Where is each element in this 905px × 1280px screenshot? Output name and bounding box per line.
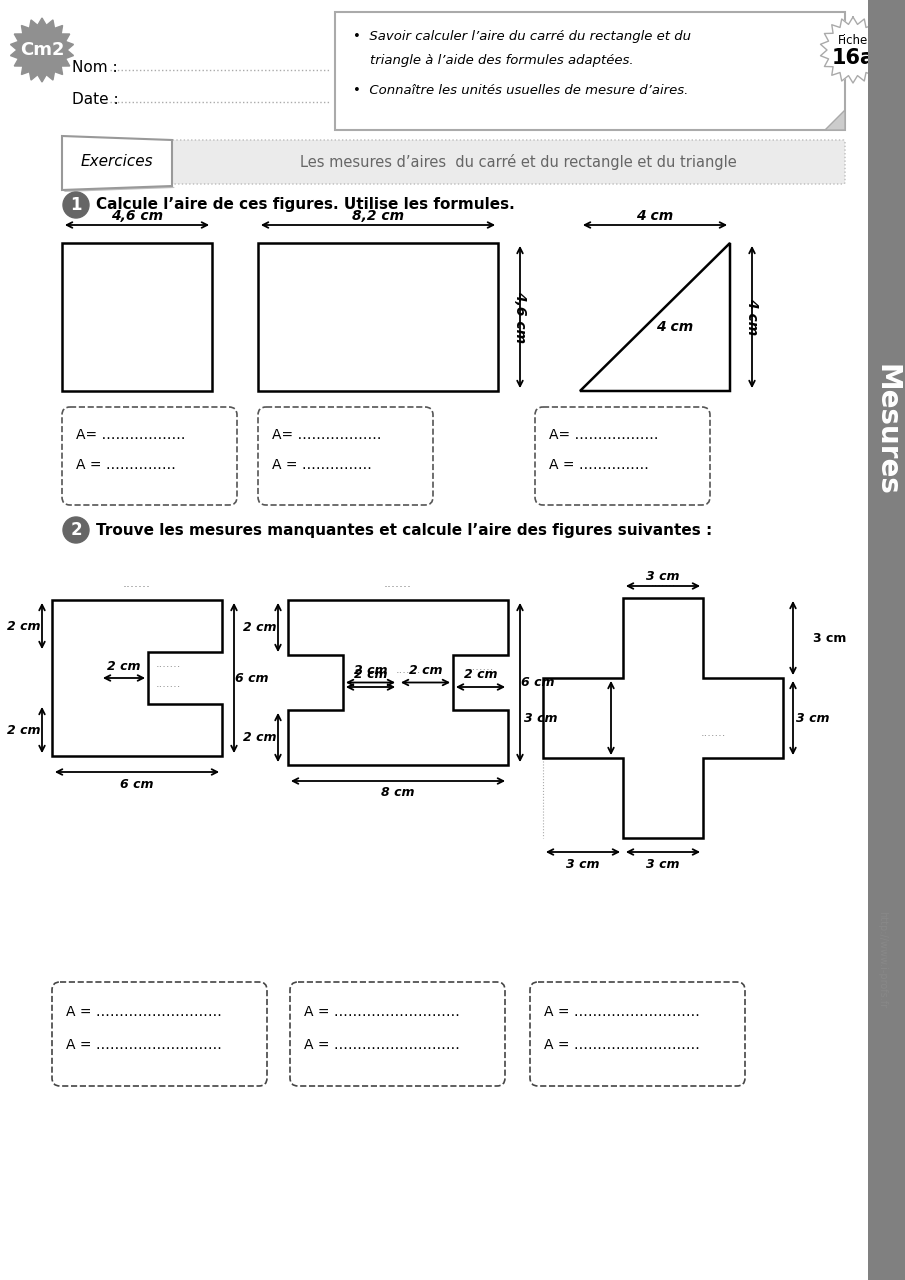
Text: 6 cm: 6 cm: [120, 777, 154, 791]
Text: 3 cm: 3 cm: [796, 712, 830, 724]
Text: 3 cm: 3 cm: [646, 858, 680, 870]
Text: Nom :: Nom :: [72, 60, 118, 76]
Circle shape: [63, 192, 89, 218]
Text: Calcule l’aire de ces figures. Utilise les formules.: Calcule l’aire de ces figures. Utilise l…: [96, 197, 515, 212]
Text: 6 cm: 6 cm: [521, 676, 555, 689]
Text: •  Connaître les unités usuelles de mesure d’aires.: • Connaître les unités usuelles de mesur…: [353, 84, 689, 97]
Text: 4 cm: 4 cm: [745, 298, 759, 335]
Bar: [868, 0, 905, 1280]
Text: A = ……………: A = ……………: [272, 458, 372, 472]
Text: Fiche: Fiche: [838, 33, 868, 46]
Bar: [335, 12, 845, 131]
Text: A = ………………………: A = ………………………: [66, 1038, 222, 1052]
Text: •  Savoir calculer l’aire du carré du rectangle et du: • Savoir calculer l’aire du carré du rec…: [353, 29, 691, 44]
Circle shape: [63, 517, 89, 543]
Text: A= ………………: A= ………………: [549, 428, 659, 442]
Text: A = ………………………: A = ………………………: [304, 1038, 460, 1052]
Text: A = ……………: A = ……………: [76, 458, 176, 472]
FancyBboxPatch shape: [290, 982, 505, 1085]
Polygon shape: [52, 600, 222, 756]
Text: 2 cm: 2 cm: [243, 731, 277, 744]
Text: 8,2 cm: 8,2 cm: [352, 209, 404, 223]
Text: 4,6 cm: 4,6 cm: [111, 209, 163, 223]
FancyBboxPatch shape: [530, 982, 745, 1085]
Text: A = ………………………: A = ………………………: [304, 1005, 460, 1019]
Text: Les mesures d’aires  du carré et du rectangle et du triangle: Les mesures d’aires du carré et du recta…: [300, 154, 737, 170]
Text: 3 cm: 3 cm: [524, 712, 557, 724]
Text: ·······: ·······: [651, 581, 676, 591]
Text: ·······: ·······: [700, 731, 726, 741]
Text: ·······: ·······: [156, 682, 181, 692]
FancyBboxPatch shape: [258, 407, 433, 506]
Text: ·······: ·······: [156, 662, 181, 672]
Text: ·······: ·······: [395, 668, 421, 678]
Text: ·······: ·······: [468, 666, 494, 675]
Text: Trouve les mesures manquantes et calcule l’aire des figures suivantes :: Trouve les mesures manquantes et calcule…: [96, 522, 712, 538]
Polygon shape: [580, 243, 730, 390]
Text: triangle à l’aide des formules adaptées.: triangle à l’aide des formules adaptées.: [353, 54, 634, 67]
Text: 16a: 16a: [832, 47, 874, 68]
Text: A = ………………………: A = ………………………: [66, 1005, 222, 1019]
FancyBboxPatch shape: [62, 407, 237, 506]
Polygon shape: [825, 110, 845, 131]
Text: 2 cm: 2 cm: [7, 620, 41, 632]
Text: A = ………………………: A = ………………………: [544, 1005, 700, 1019]
Text: 2 cm: 2 cm: [7, 723, 41, 736]
Text: ·······: ·······: [384, 581, 412, 594]
Text: ·······: ·······: [123, 581, 151, 594]
Text: Exercices: Exercices: [81, 155, 153, 169]
Text: 2 cm: 2 cm: [243, 621, 277, 634]
Text: 4,6 cm: 4,6 cm: [513, 291, 527, 343]
Text: Cm2: Cm2: [20, 41, 64, 59]
Text: 8 cm: 8 cm: [381, 786, 414, 800]
Text: 2 cm: 2 cm: [409, 664, 443, 677]
Text: 2: 2: [71, 521, 81, 539]
Text: A = ………………………: A = ………………………: [544, 1038, 700, 1052]
Polygon shape: [543, 598, 783, 838]
Text: 4 cm: 4 cm: [636, 209, 673, 223]
Bar: [258, 243, 498, 390]
FancyBboxPatch shape: [535, 407, 710, 506]
Text: A= ………………: A= ………………: [272, 428, 382, 442]
Bar: [62, 243, 212, 390]
Text: Mesures: Mesures: [872, 364, 900, 495]
Text: 6 cm: 6 cm: [235, 672, 269, 685]
Polygon shape: [288, 600, 508, 765]
Text: A= ………………: A= ………………: [76, 428, 186, 442]
Text: 2 cm: 2 cm: [108, 659, 141, 672]
Text: 2 cm: 2 cm: [354, 667, 387, 681]
Polygon shape: [11, 18, 73, 82]
Text: A = ……………: A = ……………: [549, 458, 649, 472]
Polygon shape: [821, 17, 885, 83]
Polygon shape: [62, 186, 175, 192]
FancyBboxPatch shape: [86, 140, 845, 184]
Text: 1: 1: [71, 196, 81, 214]
Text: 2 cm: 2 cm: [463, 667, 497, 681]
Text: http://www.i-profs.fr: http://www.i-profs.fr: [877, 911, 887, 1009]
Text: 3 cm: 3 cm: [813, 631, 846, 645]
FancyBboxPatch shape: [52, 982, 267, 1085]
Text: 2 cm: 2 cm: [354, 664, 387, 677]
Text: 3 cm: 3 cm: [567, 858, 600, 870]
Polygon shape: [62, 136, 172, 189]
Text: 3 cm: 3 cm: [646, 570, 680, 582]
Text: Date :: Date :: [72, 92, 119, 108]
Text: 4 cm: 4 cm: [656, 320, 693, 334]
